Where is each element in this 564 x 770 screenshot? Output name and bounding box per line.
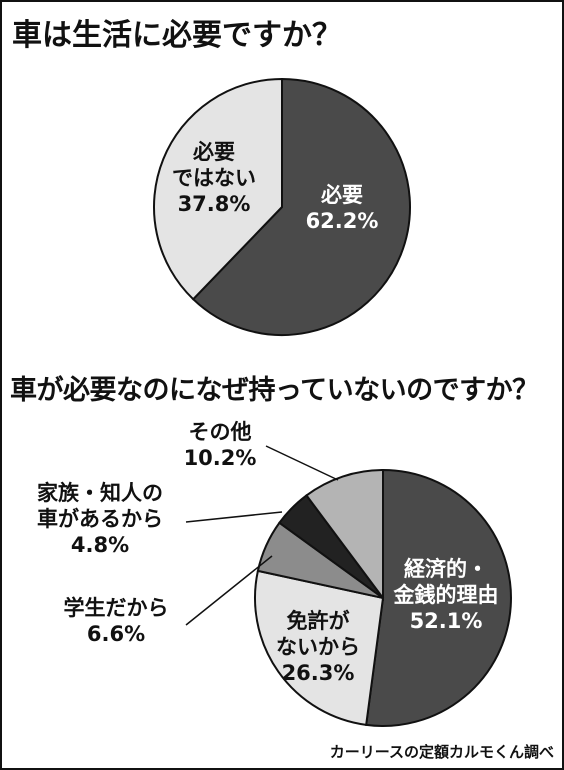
pie-2-slice-2-label: 学生だから <box>64 596 169 620</box>
pie-2-slice-4-label: その他 <box>189 420 252 444</box>
pie-2-slice-3-label: 車があるから <box>37 507 163 531</box>
pie-2-slice-3-percent: 4.8% <box>71 533 129 557</box>
pie-1-slice-0 <box>191 77 411 336</box>
pie-1-slice-1-label: ではない <box>172 166 256 190</box>
pie-2-slice-0 <box>365 468 512 727</box>
pie-2-slice-4-percent: 10.2% <box>184 446 257 470</box>
pie-1-slice-1-percent: 37.8% <box>178 192 251 216</box>
pie-2-slice-1-label: 免許が <box>287 609 350 633</box>
pie-2-slice-4 <box>305 468 384 602</box>
pie-2-slice-3-label: 家族・知人の <box>37 481 163 505</box>
source-note: カーリースの定額カルモくん調べ <box>329 743 554 761</box>
pie-1-slice-0-percent: 62.2% <box>306 209 379 233</box>
pie-2-slice-0-label: 経済的・ <box>404 557 488 581</box>
pie-1-slice-1-label: 必要 <box>193 140 235 164</box>
chart-2-title: 車が必要なのになぜ持っていないのですか？ <box>10 375 539 406</box>
pie-2-slice-0-label: 金銭的理由 <box>393 583 499 607</box>
chart-1-title: 車は生活に必要ですか？ <box>12 18 342 53</box>
pie-2-slice-2-percent: 6.6% <box>87 622 145 646</box>
pie-2-leader-line-3 <box>185 511 283 523</box>
pie-1-slice-1 <box>153 77 283 301</box>
pie-2-slice-1-percent: 26.3% <box>282 661 355 685</box>
pie-2-slice-1-label: ないから <box>276 635 360 659</box>
pie-2-leader-line-4 <box>265 445 339 481</box>
pie-1-slice-0-label: 必要 <box>321 183 363 207</box>
pie-2-leader-line-2 <box>185 555 273 626</box>
pie-2-slice-1 <box>253 569 385 727</box>
pie-2-slice-0-percent: 52.1% <box>410 609 483 633</box>
